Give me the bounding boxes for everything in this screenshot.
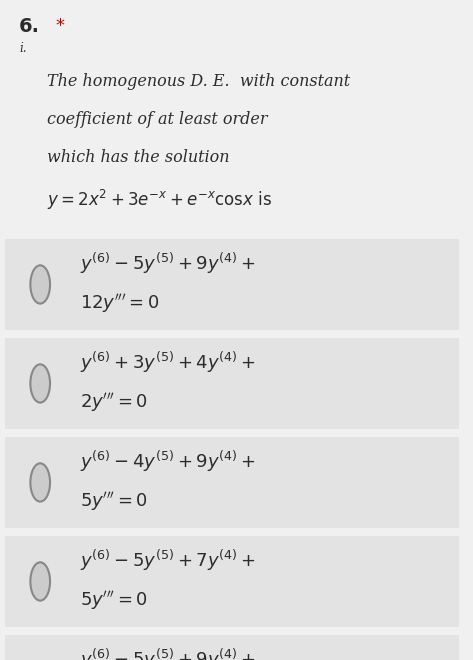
Text: The homogenous D. E.  with constant: The homogenous D. E. with constant (47, 73, 350, 90)
Text: $5y^{\prime\prime\prime} = 0$: $5y^{\prime\prime\prime} = 0$ (80, 490, 149, 513)
Text: $12y^{\prime\prime\prime} = 0$: $12y^{\prime\prime\prime} = 0$ (80, 292, 160, 315)
Text: 6.: 6. (19, 16, 40, 36)
Ellipse shape (30, 364, 50, 403)
Text: $y^{(6)} + 3y^{(5)} + 4y^{(4)} +$: $y^{(6)} + 3y^{(5)} + 4y^{(4)} +$ (80, 350, 256, 375)
Text: $y = 2x^2 + 3e^{-x} + e^{-x}\mathrm{cos}x\ \mathrm{is}$: $y = 2x^2 + 3e^{-x} + e^{-x}\mathrm{cos}… (47, 187, 272, 212)
FancyBboxPatch shape (5, 635, 459, 660)
Text: $y^{(6)} - 5y^{(5)} + 9y^{(4)} +$: $y^{(6)} - 5y^{(5)} + 9y^{(4)} +$ (80, 647, 256, 660)
Text: coefficient of at least order: coefficient of at least order (47, 111, 268, 128)
Text: $2y^{\prime\prime\prime} = 0$: $2y^{\prime\prime\prime} = 0$ (80, 391, 149, 414)
FancyBboxPatch shape (5, 338, 459, 429)
Text: $y^{(6)} - 5y^{(5)} + 9y^{(4)} +$: $y^{(6)} - 5y^{(5)} + 9y^{(4)} +$ (80, 251, 256, 276)
Text: $y^{(6)} - 5y^{(5)} + 7y^{(4)} +$: $y^{(6)} - 5y^{(5)} + 7y^{(4)} +$ (80, 548, 256, 573)
Text: $5y^{\prime\prime\prime} = 0$: $5y^{\prime\prime\prime} = 0$ (80, 589, 149, 612)
Ellipse shape (30, 265, 50, 304)
FancyBboxPatch shape (5, 239, 459, 330)
FancyBboxPatch shape (5, 536, 459, 627)
Ellipse shape (30, 562, 50, 601)
FancyBboxPatch shape (5, 437, 459, 528)
Ellipse shape (30, 463, 50, 502)
Text: which has the solution: which has the solution (47, 149, 230, 166)
Text: i.: i. (19, 42, 26, 55)
Text: $y^{(6)} - 4y^{(5)} + 9y^{(4)} +$: $y^{(6)} - 4y^{(5)} + 9y^{(4)} +$ (80, 449, 256, 474)
Text: *: * (56, 16, 65, 34)
